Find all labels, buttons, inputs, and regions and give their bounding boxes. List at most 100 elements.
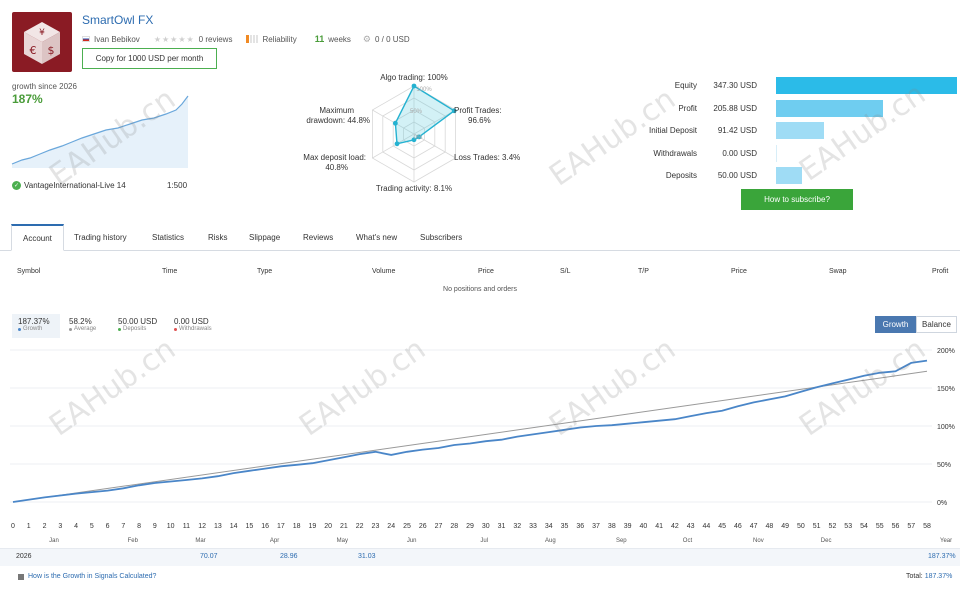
- signal-title[interactable]: SmartOwl FX: [82, 13, 154, 27]
- subscribers-icon: ⚙: [362, 33, 371, 44]
- x-tick-label: 12: [198, 523, 206, 530]
- x-tick-label: 35: [561, 523, 569, 530]
- average-dot-icon: [69, 327, 72, 331]
- x-tick-label: 0: [11, 523, 15, 530]
- x-tick-label: 24: [387, 523, 395, 530]
- withdrawals-dot-icon: [174, 327, 177, 331]
- month-value-feb[interactable]: 28.96: [280, 553, 298, 560]
- verified-check-icon: ✓: [12, 181, 21, 190]
- deposits-dot-icon: [118, 327, 121, 331]
- bar-value-1: 205.88 USD: [713, 103, 757, 113]
- col-price-current[interactable]: Price: [731, 268, 747, 275]
- trading-radar-chart: Algo trading: 100% Profit Trades: 96.6% …: [303, 73, 520, 193]
- stat-growth[interactable]: 187.37% Growth: [12, 314, 60, 338]
- copy-signal-button[interactable]: Copy for 1000 USD per month: [82, 48, 217, 69]
- yearly-growth-row: [0, 548, 960, 566]
- col-price-open[interactable]: Price: [478, 268, 494, 275]
- year-total-value[interactable]: 187.37%: [928, 553, 956, 560]
- reliability-label: Reliability: [262, 34, 297, 44]
- stat-deposits[interactable]: 50.00 USD Deposits: [112, 314, 168, 338]
- y-tick-label: 50%: [937, 462, 951, 469]
- col-time[interactable]: Time: [162, 268, 178, 275]
- total-value: 187.37%: [924, 573, 953, 580]
- balance-toggle-button[interactable]: Balance: [916, 316, 957, 333]
- signal-tabs: Account Trading history Statistics Risks…: [0, 224, 960, 251]
- x-tick-label: 33: [529, 523, 537, 530]
- x-tick-label: 31: [498, 523, 506, 530]
- tab-subscribers[interactable]: Subscribers: [420, 233, 463, 242]
- col-sl[interactable]: S/L: [560, 268, 571, 275]
- tab-account[interactable]: Account: [11, 224, 64, 251]
- bar-value-2: 91.42 USD: [717, 126, 757, 135]
- y-tick-label: 100%: [937, 424, 955, 431]
- weeks-count: 11: [314, 34, 325, 44]
- col-symbol[interactable]: Symbol: [17, 268, 41, 275]
- x-tick-label: 23: [372, 523, 380, 530]
- bar-label-3: Withdrawals: [653, 148, 697, 158]
- stat-deposits-label: Deposits: [123, 326, 147, 332]
- radar-axis: [372, 133, 415, 159]
- tab-whats-new[interactable]: What's new: [356, 233, 398, 242]
- tab-reviews[interactable]: Reviews: [303, 233, 334, 242]
- growth-help[interactable]: How is the Growth in Signals Calculated?: [18, 573, 156, 580]
- radar-point-deposit_load: [394, 141, 400, 147]
- stat-deposits-value: 50.00 USD: [118, 317, 158, 326]
- radar-inner-100: 100%: [416, 87, 432, 93]
- svg-text:¥: ¥: [39, 28, 45, 38]
- month-label: Feb: [128, 538, 139, 544]
- x-tick-label: 51: [813, 523, 821, 530]
- x-tick-label: 7: [121, 523, 125, 530]
- y-tick-label: 150%: [937, 386, 955, 393]
- broker-account-link[interactable]: VantageInternational-Live 14: [24, 181, 126, 190]
- x-tick-label: 10: [167, 523, 175, 530]
- tab-slippage[interactable]: Slippage: [249, 233, 281, 242]
- col-volume[interactable]: Volume: [372, 268, 396, 275]
- stat-withdrawals[interactable]: 0.00 USD Withdrawals: [168, 314, 228, 338]
- svg-text:€: €: [30, 44, 37, 57]
- author-link[interactable]: Ivan Bebikov: [94, 34, 140, 44]
- col-swap[interactable]: Swap: [829, 268, 847, 275]
- radar-label-profit-trades: Profit Trades:: [454, 106, 502, 115]
- subscribers-value: 0 / 0 USD: [374, 34, 410, 44]
- weeks-label: weeks: [328, 34, 351, 44]
- total-growth: Total: 187.37%: [906, 573, 952, 580]
- reliability-icon: [246, 35, 259, 43]
- col-profit[interactable]: Profit: [932, 268, 949, 275]
- month-label: Dec: [821, 538, 832, 544]
- x-tick-label: 5: [90, 523, 94, 530]
- col-type[interactable]: Type: [257, 268, 273, 275]
- growth-line: [12, 359, 928, 503]
- tab-risks[interactable]: Risks: [208, 233, 228, 242]
- x-tick-label: 56: [892, 523, 900, 530]
- month-value-mar[interactable]: 31.03: [358, 553, 376, 560]
- stat-average[interactable]: 58.2% Average: [63, 314, 111, 338]
- month-value-jan[interactable]: 70.07: [200, 553, 218, 560]
- radar-point-activity: [411, 137, 417, 143]
- tab-trading-history[interactable]: Trading history: [74, 233, 127, 242]
- account-info: ✓ VantageInternational-Live 14: [12, 181, 126, 190]
- bar-label-2: Initial Deposit: [648, 126, 697, 135]
- signal-meta: Ivan Bebikov ★★★★★ 0 reviews Reliability…: [82, 33, 410, 45]
- trend-line: [12, 370, 928, 503]
- stat-average-value: 58.2%: [69, 317, 92, 326]
- x-tick-label: 41: [655, 523, 663, 530]
- growth-toggle-button[interactable]: Growth: [875, 316, 916, 333]
- x-tick-label: 22: [356, 523, 364, 530]
- radar-label-algo: Algo trading: 100%: [380, 73, 448, 82]
- x-tick-label: 26: [419, 523, 427, 530]
- growth-help-link[interactable]: How is the Growth in Signals Calculated?: [28, 573, 157, 580]
- radar-axis: [372, 109, 415, 135]
- stat-withdrawals-label: Withdrawals: [179, 326, 212, 332]
- how-to-subscribe-button[interactable]: How to subscribe?: [741, 189, 853, 210]
- x-tick-label: 19: [309, 523, 317, 530]
- x-tick-label: 29: [466, 523, 474, 530]
- bar-fill-1: [776, 99, 884, 117]
- reviews-link[interactable]: 0 reviews: [198, 34, 233, 44]
- bar-label-1: Profit: [678, 103, 697, 113]
- col-tp[interactable]: T/P: [638, 268, 649, 275]
- year-label: 2026: [16, 553, 32, 560]
- signal-logo[interactable]: ¥ € $: [12, 12, 72, 72]
- tab-statistics[interactable]: Statistics: [152, 233, 185, 242]
- radar-point-drawdown: [392, 120, 398, 126]
- no-positions-message: No positions and orders: [443, 286, 517, 293]
